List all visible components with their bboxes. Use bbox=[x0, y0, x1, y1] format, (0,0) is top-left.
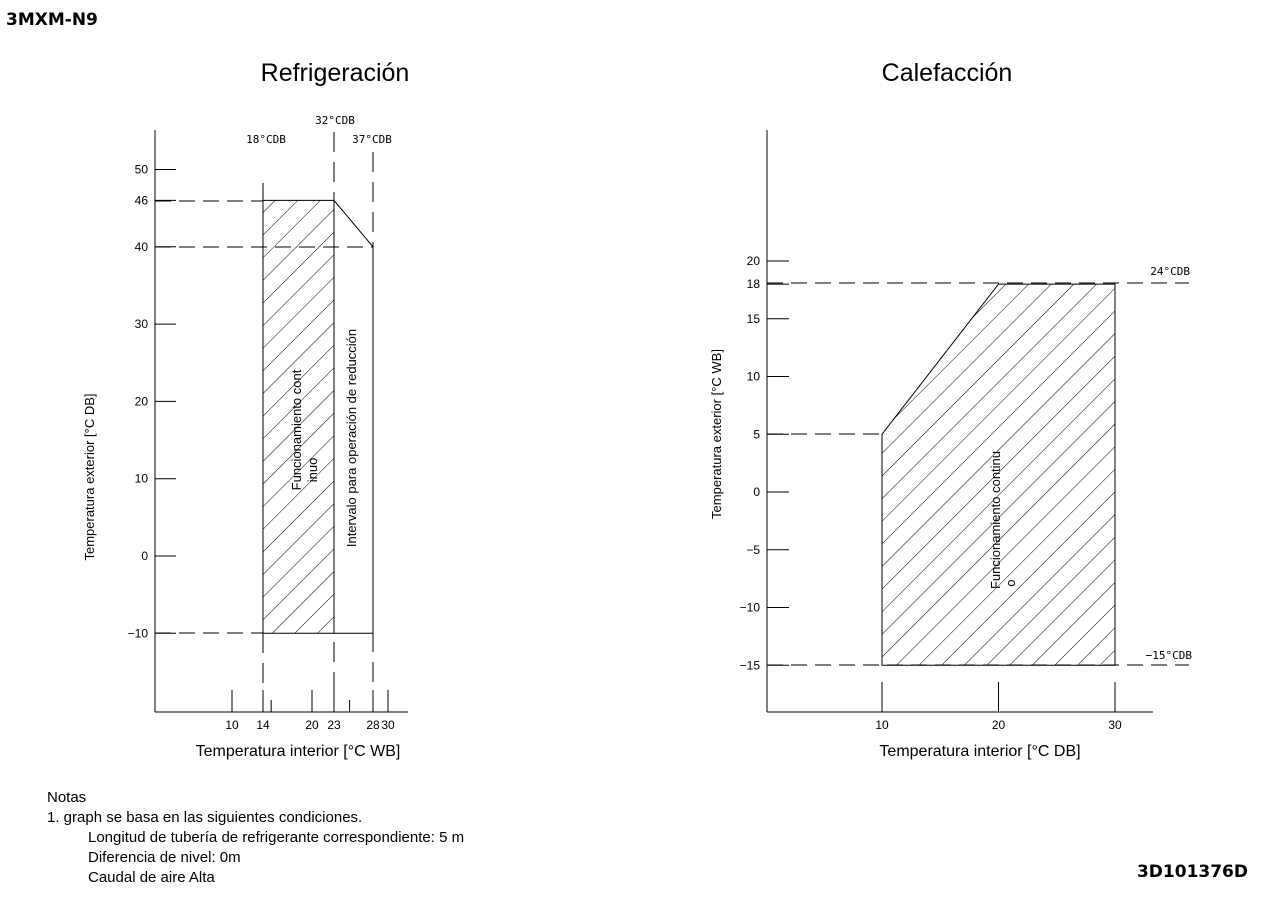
cooling-reduction-label: Intervalo para operación de reducción bbox=[344, 329, 359, 547]
cooling-label-32cdb: 32°CDB bbox=[315, 114, 355, 127]
heating-label-24cdb: 24°CDB bbox=[1150, 265, 1190, 278]
heating-x-tick-label-2: 30 bbox=[1108, 718, 1122, 732]
cooling-x-axis-label: Temperatura interior [°C WB] bbox=[196, 743, 401, 760]
heating-x-ticks: 10 20 30 bbox=[875, 682, 1122, 732]
cooling-y-tick-label-4: 20 bbox=[135, 394, 149, 408]
cooling-x-tick-label-3: 23 bbox=[327, 718, 341, 732]
cooling-x-tick-label-2: 20 bbox=[305, 718, 319, 732]
cooling-y-tick-label-3: 30 bbox=[135, 317, 149, 331]
notes: Notas 1. graph se basa en las siguientes… bbox=[47, 788, 464, 888]
cooling-label-18cdb: 18°CDB bbox=[246, 133, 286, 146]
heating-y-tick-label-2: 15 bbox=[747, 312, 761, 326]
document-id: 3D101376D bbox=[1136, 862, 1248, 882]
notes-title: Notas bbox=[47, 789, 87, 806]
heating-x-tick-label-1: 20 bbox=[992, 718, 1006, 732]
cooling-y-tick-label-5: 10 bbox=[135, 472, 149, 486]
heating-continuous-region bbox=[881, 283, 1116, 666]
heating-y-axis-label: Temperatura exterior [°C WB] bbox=[709, 349, 724, 519]
cooling-continuous-label-2: inuo bbox=[305, 458, 320, 483]
cooling-y-tick-label-6: 0 bbox=[141, 549, 148, 563]
cooling-y-ticks: 50 46 40 30 20 10 0 −10 bbox=[128, 163, 176, 640]
cooling-y-axis-label: Temperatura exterior [°C DB] bbox=[82, 393, 97, 560]
cooling-y-tick-label-1: 46 bbox=[135, 193, 149, 207]
heating-y-tick-label-5: 0 bbox=[753, 485, 760, 499]
model-name: 3MXM-N9 bbox=[6, 10, 98, 30]
heating-y-tick-label-0: 20 bbox=[747, 254, 761, 268]
heating-continuous-label-2: o bbox=[1003, 579, 1018, 586]
cooling-x-tick-label-5: 30 bbox=[381, 718, 395, 732]
cooling-chart-title: Refrigeración bbox=[261, 59, 410, 87]
cooling-y-tick-label-7: −10 bbox=[128, 626, 149, 640]
heating-y-tick-label-3: 10 bbox=[747, 370, 761, 384]
heating-y-tick-label-6: −5 bbox=[746, 543, 760, 557]
notes-line-4: Caudal de aire Alta bbox=[88, 869, 215, 886]
heating-y-tick-label-7: −10 bbox=[740, 601, 761, 615]
cooling-y-tick-label-2: 40 bbox=[135, 240, 149, 254]
notes-line-2: Longitud de tubería de refrigerante corr… bbox=[88, 829, 465, 846]
cooling-x-tick-label-0: 10 bbox=[225, 718, 239, 732]
cooling-x-tick-label-1: 14 bbox=[256, 718, 270, 732]
cooling-x-tick-label-4: 28 bbox=[366, 718, 380, 732]
heating-y-tick-label-4: 5 bbox=[753, 427, 760, 441]
heating-chart-title: Calefacción bbox=[882, 59, 1013, 87]
heating-continuous-label-1: Funcionamiento continu bbox=[988, 451, 1003, 589]
heating-y-tick-label-8: −15 bbox=[740, 658, 761, 672]
heating-chart: Calefacción 20 18 15 10 5 0 −5 −10 −15 10 20 30 24… bbox=[709, 59, 1192, 760]
notes-line-3: Diferencia de nivel: 0m bbox=[88, 849, 241, 866]
heating-y-tick-label-1: 18 bbox=[747, 277, 761, 291]
heating-label-minus15cdb: −15°CDB bbox=[1146, 649, 1193, 662]
heating-x-axis-label: Temperatura interior [°C DB] bbox=[879, 743, 1080, 760]
cooling-continuous-label-1: Funcionamiento cont bbox=[289, 369, 304, 490]
cooling-chart: Refrigeración 50 46 40 30 20 10 0 −10 10 14 20 23 2… bbox=[82, 59, 409, 760]
notes-line-1: 1. graph se basa en las siguientes condi… bbox=[47, 809, 363, 826]
cooling-y-tick-label-0: 50 bbox=[135, 163, 149, 177]
heating-x-tick-label-0: 10 bbox=[875, 718, 889, 732]
heating-y-ticks: 20 18 15 10 5 0 −5 −10 −15 bbox=[740, 254, 789, 672]
cooling-label-37cdb: 37°CDB bbox=[352, 133, 392, 146]
cooling-x-ticks: 10 14 20 23 28 30 bbox=[225, 690, 395, 732]
